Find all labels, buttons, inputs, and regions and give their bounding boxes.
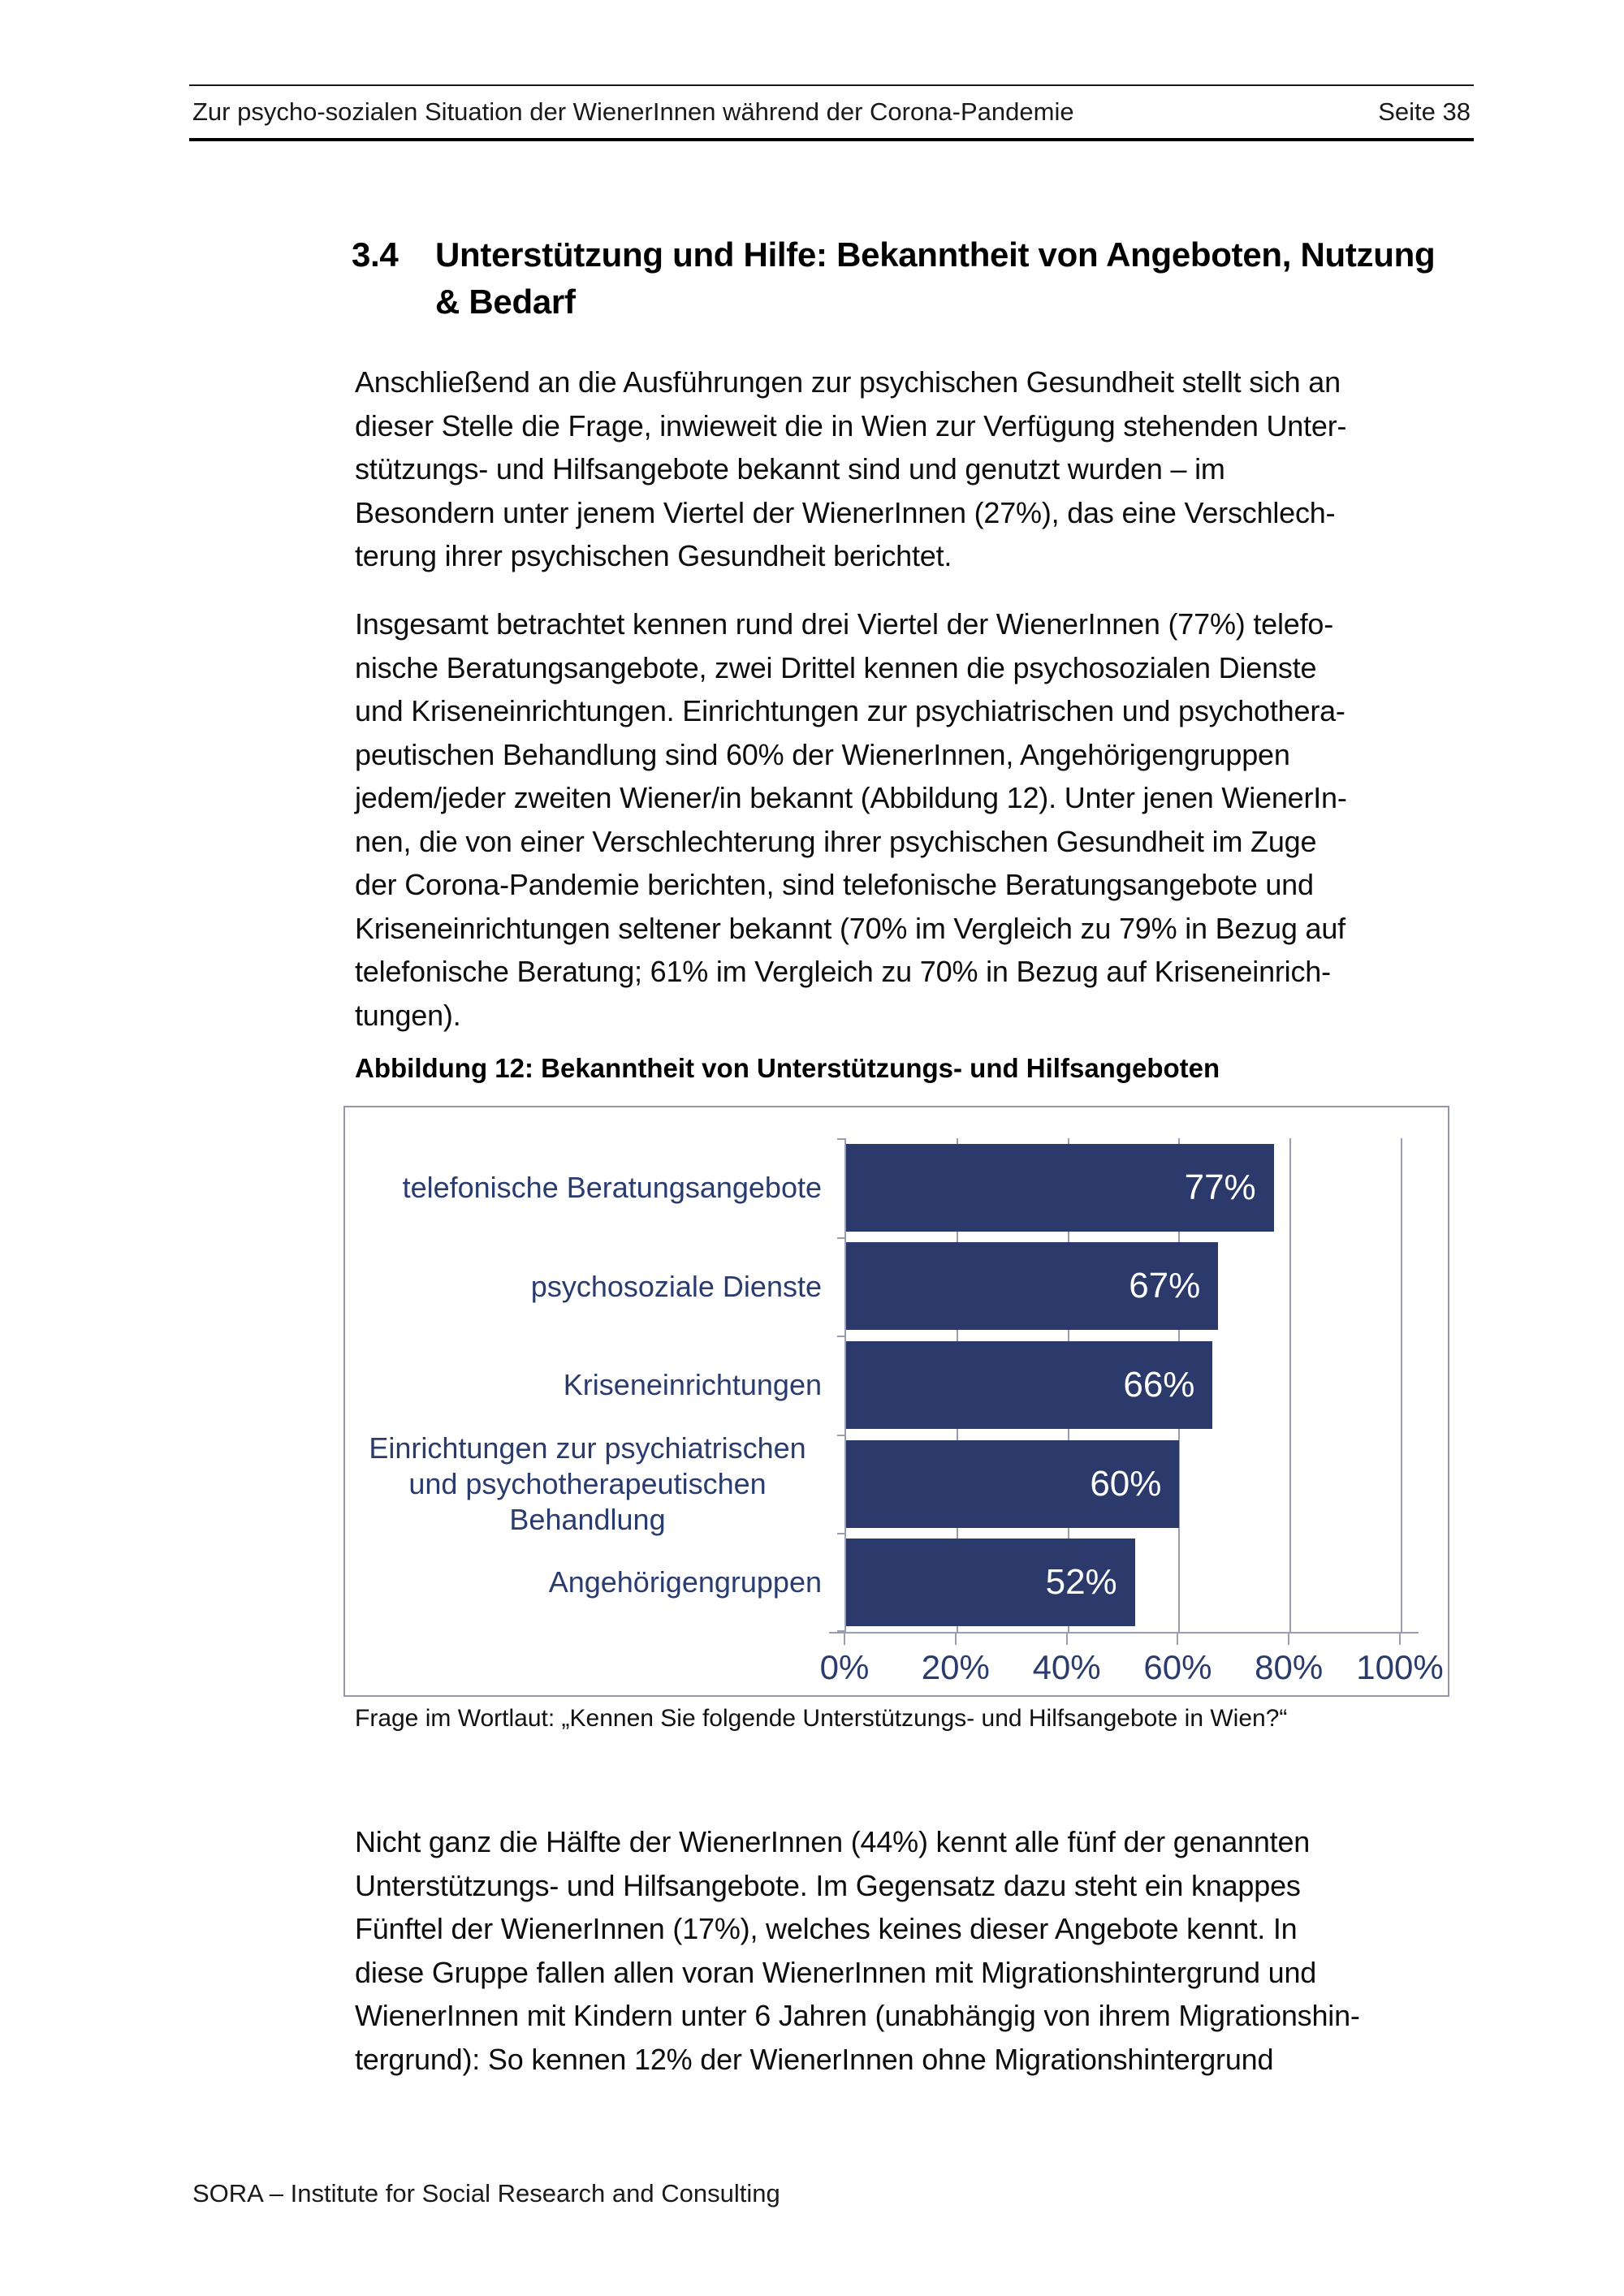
bar-value-label: 66% [1123, 1365, 1195, 1405]
page-footer: SORA – Institute for Social Research and… [192, 2179, 780, 2208]
paragraph-3: Nicht ganz die Hälfte der WienerInnen (4… [355, 1825, 1360, 2076]
category-label: Angehörigengruppen [548, 1565, 822, 1599]
category-axis-tick [837, 1533, 846, 1535]
category-axis-tick [837, 1236, 846, 1239]
category-label: telefonische Beratungsangebote [402, 1171, 822, 1204]
bar-value-label: 77% [1184, 1167, 1256, 1207]
paragraph-2: Insgesamt betrachtet kennen rund drei Vi… [355, 607, 1347, 1032]
figure-chart: 77% 67% 66% 60% 52% telefonische Beratungsan… [343, 1106, 1449, 1697]
page-header: Zur psycho-sozialen Situation der Wiener… [189, 84, 1474, 141]
bar-value-label: 52% [1045, 1562, 1117, 1603]
category-label: Kriseneinrichtungen [563, 1368, 822, 1402]
x-axis-line [829, 1632, 1419, 1634]
category-axis-tick [837, 1434, 846, 1436]
x-axis-tick-label: 100% [1356, 1648, 1444, 1686]
bar-4: 60% [846, 1439, 1180, 1528]
category-axis-tick [837, 1630, 846, 1632]
header-page-number: Seite 38 [1378, 97, 1471, 126]
category-label: psychosoziale Dienste [530, 1269, 822, 1303]
bar-value-label: 67% [1129, 1266, 1201, 1306]
x-axis-tick [844, 1632, 845, 1645]
figure-note: Frage im Wortlaut: „Kennen Sie folgende … [355, 1705, 1288, 1732]
x-axis-tick [954, 1632, 957, 1645]
category-axis-tick [837, 1336, 846, 1338]
category-axis-tick [837, 1138, 846, 1140]
header-title: Zur psycho-sozialen Situation der Wiener… [192, 97, 1074, 126]
chart-plot-area: 77% 67% 66% 60% 52% [837, 1138, 1402, 1632]
x-axis-tick-label: 40% [1032, 1648, 1101, 1686]
x-axis-tick [1399, 1632, 1401, 1645]
x-axis-tick [1065, 1632, 1068, 1645]
x-axis-tick [1177, 1632, 1179, 1645]
section-number: 3.4 [352, 235, 399, 274]
x-axis-tick-label: 20% [921, 1648, 990, 1686]
bar-5: 52% [846, 1539, 1135, 1627]
category-label: Einrichtungen zur psychiatrischen und ps… [369, 1431, 806, 1536]
bar-2: 67% [846, 1242, 1219, 1331]
figure-caption: Abbildung 12: Bekanntheit von Unterstütz… [355, 1053, 1220, 1083]
section-title: Unterstützung und Hilfe: Bekanntheit von… [435, 235, 1436, 321]
section-heading: 3.4 Unterstützung und Hilfe: Bekanntheit… [352, 231, 1488, 326]
gridline [1401, 1138, 1402, 1632]
paragraph-1: Anschließend an die Ausführungen zur psy… [355, 365, 1347, 572]
x-axis-tick [1288, 1632, 1290, 1645]
bar-1: 77% [846, 1143, 1274, 1232]
x-axis-tick-label: 60% [1143, 1648, 1212, 1686]
bar-3: 66% [846, 1341, 1213, 1429]
x-axis-tick-label: 80% [1255, 1648, 1324, 1686]
x-axis-tick-label: 0% [819, 1648, 870, 1686]
gridline [1289, 1138, 1292, 1632]
bar-value-label: 60% [1090, 1463, 1162, 1504]
